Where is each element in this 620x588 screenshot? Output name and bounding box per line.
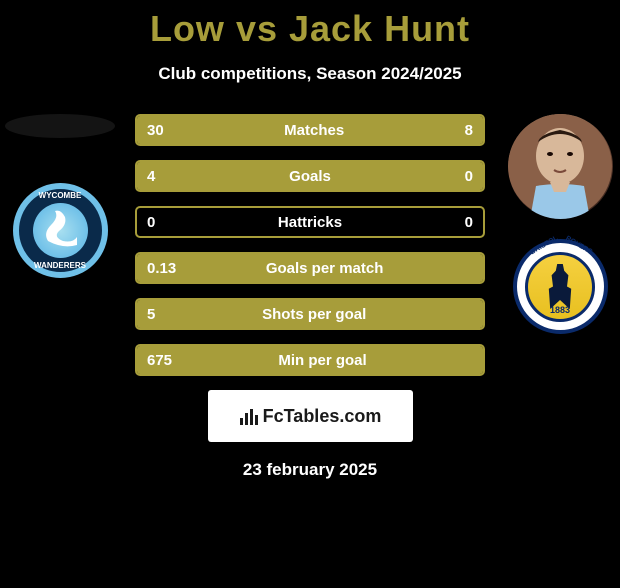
- bars-icon: [239, 406, 259, 426]
- stat-row-hattricks: 0 Hattricks 0: [135, 206, 485, 238]
- stat-row-goals: 4 Goals 0: [135, 160, 485, 192]
- wycombe-badge-text-top: WYCOMBE: [19, 191, 102, 200]
- footer-brand-box[interactable]: FcTables.com: [208, 390, 413, 442]
- stat-value-left: 30: [147, 122, 164, 139]
- stat-label: Goals per match: [176, 260, 473, 277]
- club-logo-wycombe: WYCOMBE WANDERERS: [13, 183, 108, 278]
- footer-brand-text: FcTables.com: [239, 406, 382, 427]
- bristol-year: 1883: [550, 305, 570, 315]
- stat-value-left: 0.13: [147, 260, 176, 277]
- stat-value-right: 8: [465, 122, 473, 139]
- stat-value-left: 5: [147, 306, 155, 323]
- player-photo-left: [5, 114, 115, 138]
- right-player-column: BRISTOL ROVERS 1883: [500, 114, 620, 334]
- swan-icon: [33, 203, 88, 258]
- player-face-icon: [508, 114, 613, 219]
- stat-value-left: 675: [147, 352, 172, 369]
- wycombe-badge-text-bottom: WANDERERS: [19, 261, 102, 270]
- footer-brand-label: FcTables.com: [263, 406, 382, 427]
- stat-label: Hattricks: [155, 214, 464, 231]
- stat-label: Shots per goal: [155, 306, 473, 323]
- player-photo-right: [508, 114, 613, 219]
- club-logo-bristol: BRISTOL ROVERS 1883: [513, 239, 608, 334]
- bristol-badge-inner: 1883: [525, 252, 595, 322]
- date-label: 23 february 2025: [0, 460, 620, 480]
- stat-value-right: 0: [465, 168, 473, 185]
- stat-label: Matches: [164, 122, 465, 139]
- stat-value-left: 0: [147, 214, 155, 231]
- stat-value-right: 0: [465, 214, 473, 231]
- stat-label: Min per goal: [172, 352, 473, 369]
- stat-label: Goals: [155, 168, 464, 185]
- left-player-column: WYCOMBE WANDERERS: [0, 114, 120, 278]
- stat-row-min-per-goal: 675 Min per goal: [135, 344, 485, 376]
- stat-row-goals-per-match: 0.13 Goals per match: [135, 252, 485, 284]
- comparison-content: WYCOMBE WANDERERS BRISTOL: [0, 114, 620, 480]
- stat-row-matches: 30 Matches 8: [135, 114, 485, 146]
- subtitle: Club competitions, Season 2024/2025: [0, 64, 620, 84]
- wycombe-badge-inner: [33, 203, 88, 258]
- stats-bars: 30 Matches 8 4 Goals 0 0 Hattricks 0 0.1…: [135, 114, 485, 376]
- stat-value-left: 4: [147, 168, 155, 185]
- page-title: Low vs Jack Hunt: [0, 8, 620, 50]
- stat-row-shots-per-goal: 5 Shots per goal: [135, 298, 485, 330]
- bristol-pirate-icon: [546, 264, 574, 309]
